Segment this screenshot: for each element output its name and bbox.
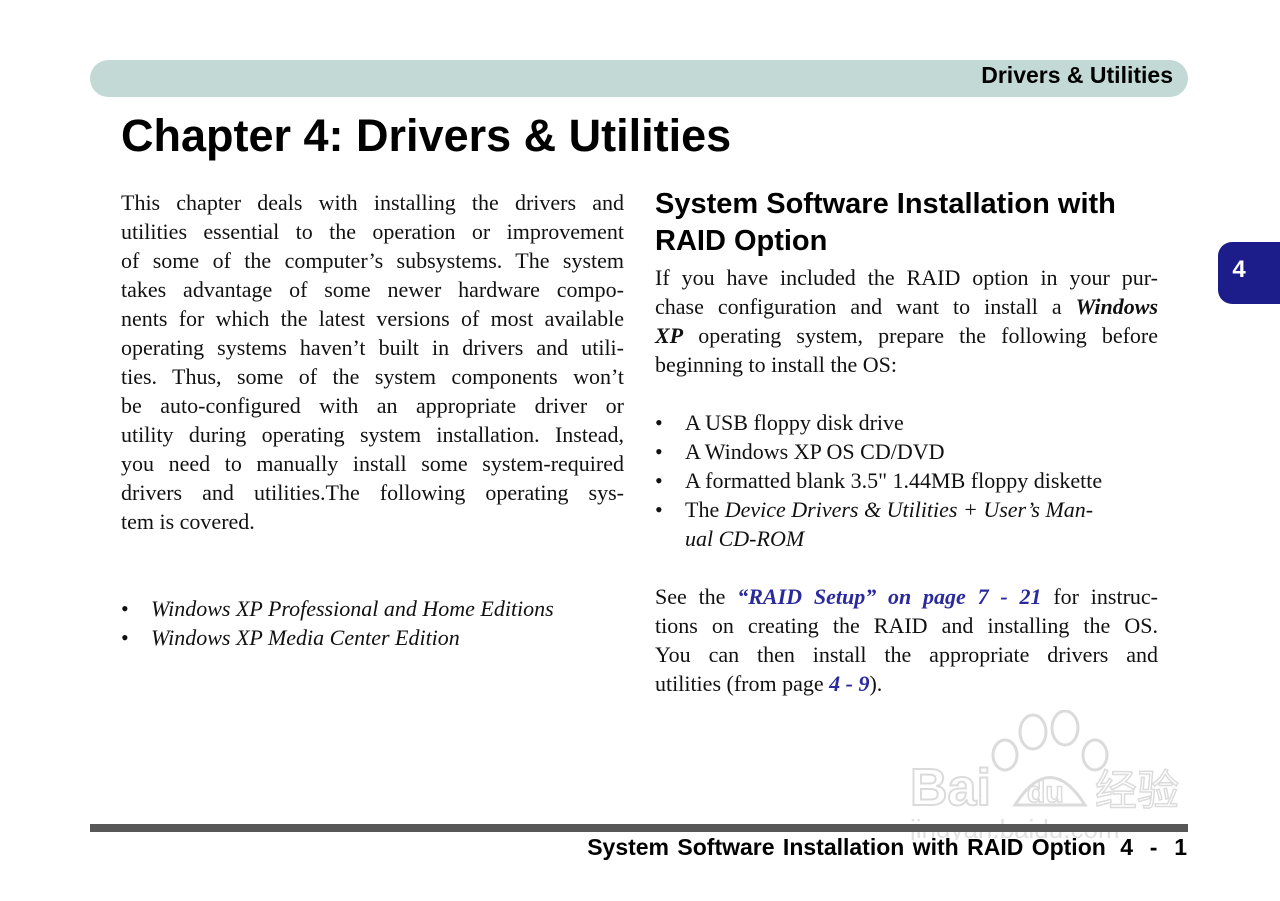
text-run: You can then install the appropriate dri… xyxy=(655,642,1158,667)
paragraph-line: See the “RAID Setup” on page 7 - 21 for … xyxy=(655,582,1158,611)
list-item-text: Windows XP Professional and Home Edition… xyxy=(151,596,554,621)
text-run: operating system, prepare the following … xyxy=(683,323,1158,348)
text-run: beginning to install the OS: xyxy=(655,352,897,377)
raid-setup-paragraph: See the “RAID Setup” on page 7 - 21 for … xyxy=(655,582,1158,698)
list-item: • A USB floppy disk drive xyxy=(655,408,1158,437)
paragraph-line: You can then install the appropriate dri… xyxy=(655,640,1158,669)
requirements-list: • A USB floppy disk drive • A Windows XP OS… xyxy=(655,408,1158,553)
text-run: A formatted blank 3.5" 1.44MB floppy dis… xyxy=(685,468,1103,493)
paragraph-line: utility during operating system installa… xyxy=(121,422,624,447)
text-run: ). xyxy=(869,671,883,696)
cross-reference-link[interactable]: “RAID Setup” on page 7 - 21 xyxy=(737,584,1042,609)
footer: System Software Installation with RAID O… xyxy=(587,834,1187,861)
paragraph-line: This chapter deals with installing the d… xyxy=(121,190,624,215)
svg-text:Bai: Bai xyxy=(910,759,991,817)
paragraph-line: be auto-configured with an appropriate d… xyxy=(121,393,624,418)
paragraph-line: of some of the computer’s subsystems. Th… xyxy=(121,248,624,273)
running-header-title: Drivers & Utilities xyxy=(981,62,1173,88)
list-item: • A Windows XP OS CD/DVD xyxy=(655,437,1158,466)
list-item-text: Windows XP Media Center Edition xyxy=(151,625,460,650)
paragraph-line: XP operating system, prepare the followi… xyxy=(655,321,1158,350)
text-run: The xyxy=(685,497,725,522)
footer-rule xyxy=(90,824,1188,832)
chapter-tab: 4 xyxy=(1218,242,1280,304)
paragraph-line: beginning to install the OS: xyxy=(655,350,1158,379)
list-item: • The Device Drivers & Utilities + User’s… xyxy=(655,495,1158,524)
section-heading-line: RAID Option xyxy=(655,225,828,257)
text-run: tions on creating the RAID and installin… xyxy=(655,613,1158,638)
section-heading-line: System Software Installation with xyxy=(655,188,1116,220)
text-run: See the xyxy=(655,584,738,609)
text-run: utilities (from page xyxy=(655,671,830,696)
page-number: 4 - 1 xyxy=(1120,834,1187,860)
bullet-icon: • xyxy=(655,410,663,435)
text-run: Device Drivers & Utilities + User’s Man- xyxy=(724,497,1094,522)
paragraph-line: operating systems haven’t built in drive… xyxy=(121,335,624,360)
paragraph-line: ties. Thus, some of the system component… xyxy=(121,364,624,389)
paragraph-line: takes advantage of some newer hardware c… xyxy=(121,277,624,302)
raid-intro-paragraph: If you have included the RAID option in … xyxy=(655,263,1158,379)
text-run: XP xyxy=(655,323,684,348)
footer-section-title: System Software Installation with RAID O… xyxy=(587,834,1106,860)
list-item-continuation: ual CD-ROM xyxy=(685,526,805,551)
bullet-icon: • xyxy=(121,625,129,650)
text-run: chase configuration and want to install … xyxy=(655,294,1076,319)
text-run: A USB floppy disk drive xyxy=(685,410,904,435)
os-list: • Windows XP Professional and Home Editio… xyxy=(121,594,624,652)
paragraph-line: tem is covered. xyxy=(121,509,255,534)
bullet-icon: • xyxy=(655,439,663,464)
paragraph-line: utilities (from page 4 - 9). xyxy=(655,669,1158,698)
paragraph-line: utilities essential to the operation or … xyxy=(121,219,624,244)
section-heading: System Software Installation with RAID O… xyxy=(655,186,1116,260)
bullet-icon: • xyxy=(121,596,129,621)
bullet-icon: • xyxy=(655,468,663,493)
text-run: If you have included the RAID option in … xyxy=(655,265,1158,290)
baidu-watermark-logo: Bai du 经验 jingyan.baidu.com xyxy=(909,710,1180,840)
cross-reference-link[interactable]: 4 - 9 xyxy=(829,671,870,696)
running-header-bar: Drivers & Utilities xyxy=(90,60,1188,97)
svg-text:经验: 经验 xyxy=(1095,766,1179,815)
paragraph-line: chase configuration and want to install … xyxy=(655,292,1158,321)
list-item: • Windows XP Professional and Home Editio… xyxy=(121,594,624,623)
paragraph-line: you need to manually install some system… xyxy=(121,451,624,476)
paragraph-line: drivers and utilities.The following oper… xyxy=(121,480,624,505)
text-run: for instruc- xyxy=(1041,584,1158,609)
paragraph-line: nents for which the latest versions of m… xyxy=(121,306,624,331)
text-run: A Windows XP OS CD/DVD xyxy=(685,439,945,464)
intro-paragraph: This chapter deals with installing the d… xyxy=(121,188,624,536)
bullet-icon: • xyxy=(655,497,663,522)
paragraph-line: tions on creating the RAID and installin… xyxy=(655,611,1158,640)
svg-text:du: du xyxy=(1027,776,1064,809)
text-run: Windows xyxy=(1075,294,1158,319)
chapter-tab-number: 4 xyxy=(1232,256,1246,283)
list-item: • Windows XP Media Center Edition xyxy=(121,623,624,652)
chapter-title: Chapter 4: Drivers & Utilities xyxy=(121,110,732,161)
list-item: • A formatted blank 3.5" 1.44MB floppy di… xyxy=(655,466,1158,495)
paragraph-line: If you have included the RAID option in … xyxy=(655,263,1158,292)
